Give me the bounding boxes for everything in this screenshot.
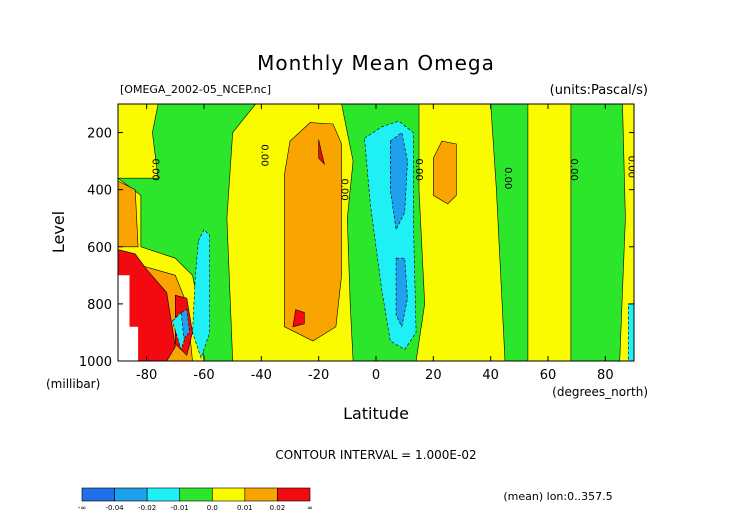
colorbar-swatch	[211, 487, 246, 502]
zero-contour-label: 0.00	[625, 156, 636, 178]
x-units-label: (degrees_north)	[552, 385, 648, 399]
y-tick-label: 400	[87, 184, 112, 199]
x-tick-label: -20	[308, 368, 329, 383]
zero-contour-label: 0.00	[413, 159, 424, 181]
zero-contour-label: 0.00	[568, 159, 579, 181]
zero-contour-label: 0.00	[502, 167, 513, 189]
contour-region-positive-weak	[619, 104, 634, 361]
plot-area: 0.00 0.00 0.00 0.00 0.00 0.00 0.00	[118, 104, 636, 361]
colorbar-label: -0.02	[138, 504, 156, 512]
zero-contour-labels: 0.00 0.00 0.00 0.00 0.00 0.00 0.00	[149, 144, 636, 201]
x-tick-label: -40	[251, 368, 272, 383]
x-axis: -80 -60 -40 -20 0 20 40 60 80	[136, 104, 614, 383]
contour-region-negative-weak	[192, 229, 210, 360]
units-label: (units:Pascal/s)	[550, 83, 648, 98]
colorbar-label: 0.02	[270, 504, 286, 512]
y-tick-label: 200	[87, 127, 112, 142]
chart-title: Monthly Mean Omega	[257, 51, 495, 75]
x-tick-label: 40	[482, 368, 499, 383]
x-tick-label: -60	[193, 368, 214, 383]
contour-region-negative-mid	[395, 257, 408, 328]
x-axis-label: Latitude	[343, 404, 409, 423]
colorbar-label: 0.01	[237, 504, 253, 512]
colorbar-swatch	[81, 487, 115, 502]
x-tick-label: -80	[136, 368, 157, 383]
zero-contour-label: 0.00	[339, 179, 350, 201]
contour-region-positive-mid	[118, 180, 139, 248]
contour-region-positive-mid	[283, 122, 342, 342]
x-tick-label: 80	[597, 368, 614, 383]
y-tick-label: 600	[87, 241, 112, 256]
contour-region-positive-mid	[432, 140, 457, 205]
contour-region-positive-strong	[292, 309, 305, 328]
footnote: (mean) lon:0..357.5	[503, 490, 612, 503]
colorbar-label: ∞	[307, 504, 313, 512]
contour-region-positive-weak	[118, 104, 159, 179]
contour-interval-text: CONTOUR INTERVAL = 1.000E-02	[275, 448, 476, 462]
zero-contour-label: 0.00	[149, 159, 160, 181]
y-axis: 200 400 600 800 1000	[79, 127, 634, 370]
contour-region-negative-weak	[627, 303, 634, 361]
colorbar-swatch	[146, 487, 181, 502]
y-tick-label: 800	[87, 298, 112, 313]
x-tick-label: 60	[540, 368, 557, 383]
colorbar-swatch	[277, 487, 311, 502]
contour-region-negative-mid	[180, 309, 191, 339]
colorbar-label: -0.04	[106, 504, 125, 512]
x-tick-label: 0	[372, 368, 380, 383]
colorbar-swatch	[179, 487, 213, 502]
contour-region-positive-strong	[318, 139, 325, 165]
zero-contour-label: 0.00	[258, 144, 269, 166]
contour-region-negative-mid	[389, 132, 408, 231]
y-tick-label: 1000	[79, 355, 112, 370]
contour-region-positive-weak	[527, 104, 572, 361]
colorbar-swatch	[244, 487, 278, 502]
colorbar-label: -0.01	[171, 504, 189, 512]
contour-regions	[118, 104, 634, 361]
colorbar-label: 0.0	[207, 504, 218, 512]
colorbar: -∞ -0.04 -0.02 -0.01 0.0 0.01 0.02 ∞	[78, 487, 313, 512]
x-tick-label: 20	[425, 368, 442, 383]
colorbar-swatch	[114, 487, 148, 502]
colorbar-label: -∞	[78, 504, 86, 512]
y-axis-label: Level	[49, 211, 68, 253]
y-units-label: (millibar)	[46, 377, 100, 391]
contour-region-undefined	[118, 275, 139, 361]
file-label: [OMEGA_2002-05_NCEP.nc]	[120, 83, 271, 96]
contour-region-positive-weak	[415, 104, 506, 361]
